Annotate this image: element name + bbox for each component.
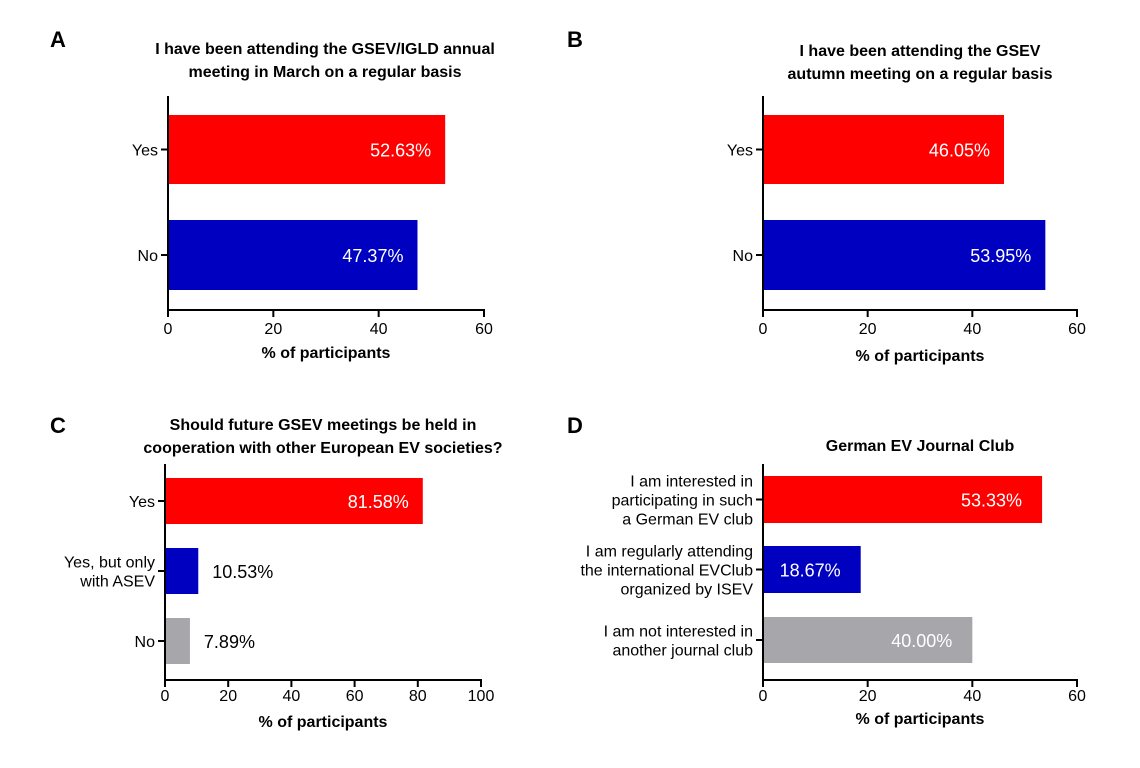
- panel-letter: C: [50, 413, 66, 438]
- data-label: 46.05%: [929, 141, 990, 161]
- category-label: No: [733, 248, 754, 265]
- x-tick-label: 60: [1068, 688, 1086, 705]
- chart-title: I have been attending the GSEV: [800, 43, 1041, 60]
- data-label: 40.00%: [891, 631, 952, 651]
- category-label: Yes, but only: [64, 555, 155, 572]
- x-axis-label: % of participants: [856, 348, 985, 365]
- category-label: the international EVClub: [580, 563, 753, 580]
- x-tick-label: 20: [859, 321, 877, 338]
- bar: [165, 548, 199, 594]
- bar: [763, 546, 861, 593]
- x-tick-label: 20: [264, 321, 282, 338]
- bar: [763, 115, 1004, 184]
- panel-letter: D: [567, 413, 583, 438]
- data-label: 47.37%: [342, 246, 403, 266]
- category-label: organized by ISEV: [620, 582, 753, 599]
- category-label: with ASEV: [79, 574, 155, 591]
- panel-letter: A: [50, 27, 66, 52]
- chart-title: I have been attending the GSEV/IGLD annu…: [155, 41, 495, 58]
- chart-panel-a: A I have been attending the GSEV/IGLD ann…: [50, 27, 495, 362]
- x-tick-label: 100: [468, 688, 495, 705]
- x-axis-label: % of participants: [262, 345, 391, 362]
- chart-title: autumn meeting on a regular basis: [788, 66, 1053, 83]
- x-tick-label: 0: [759, 688, 768, 705]
- x-tick-label: 60: [346, 688, 364, 705]
- data-label: 18.67%: [780, 561, 841, 581]
- category-label: Yes: [129, 494, 155, 511]
- data-label: 53.33%: [961, 491, 1022, 511]
- chart-title: cooperation with other European EV socie…: [143, 440, 502, 457]
- chart-panel-d: D German EV Journal Club 0 20 40 60 % of parti…: [567, 413, 1086, 728]
- bar: [763, 617, 973, 663]
- category-label: I am not interested in: [604, 624, 753, 641]
- x-tick-label: 20: [859, 688, 877, 705]
- x-tick-label: 60: [1068, 321, 1086, 338]
- chart-panel-b: B I have been attending the GSEV autumn me…: [567, 27, 1086, 365]
- category-label: Yes: [727, 143, 753, 160]
- bar: [168, 115, 446, 184]
- data-label: 52.63%: [370, 141, 431, 161]
- category-label: a German EV club: [622, 512, 753, 529]
- x-axis-label: % of participants: [259, 714, 388, 731]
- x-tick-label: 0: [164, 321, 173, 338]
- x-tick-label: 40: [963, 688, 981, 705]
- category-label: participating in such: [612, 493, 753, 510]
- category-label: I am interested in: [630, 474, 753, 491]
- category-label: No: [138, 248, 159, 265]
- data-label: 81.58%: [348, 492, 409, 512]
- bar: [168, 220, 418, 290]
- x-tick-label: 0: [161, 688, 170, 705]
- panel-letter: B: [567, 27, 583, 52]
- bar: [763, 476, 1043, 523]
- chart-title: German EV Journal Club: [826, 438, 1015, 455]
- chart-title: meeting in March on a regular basis: [189, 64, 462, 81]
- data-label: 10.53%: [212, 562, 273, 582]
- x-tick-label: 40: [963, 321, 981, 338]
- category-label: I am regularly attending: [586, 544, 753, 561]
- bar: [763, 220, 1046, 290]
- x-axis-label: % of participants: [856, 711, 985, 728]
- bar: [165, 618, 190, 664]
- category-label: Yes: [132, 143, 158, 160]
- data-label: 53.95%: [970, 246, 1031, 266]
- x-tick-label: 40: [370, 321, 388, 338]
- x-tick-label: 0: [759, 321, 768, 338]
- x-tick-label: 80: [409, 688, 427, 705]
- chart-panel-c: C Should future GSEV meetings be held in c…: [50, 413, 503, 731]
- data-label: 7.89%: [204, 632, 255, 652]
- x-tick-label: 40: [283, 688, 301, 705]
- x-tick-label: 20: [219, 688, 237, 705]
- category-label: another journal club: [612, 643, 753, 660]
- chart-title: Should future GSEV meetings be held in: [170, 417, 477, 434]
- bar: [165, 478, 423, 524]
- category-label: No: [135, 634, 156, 651]
- x-tick-label: 60: [475, 321, 493, 338]
